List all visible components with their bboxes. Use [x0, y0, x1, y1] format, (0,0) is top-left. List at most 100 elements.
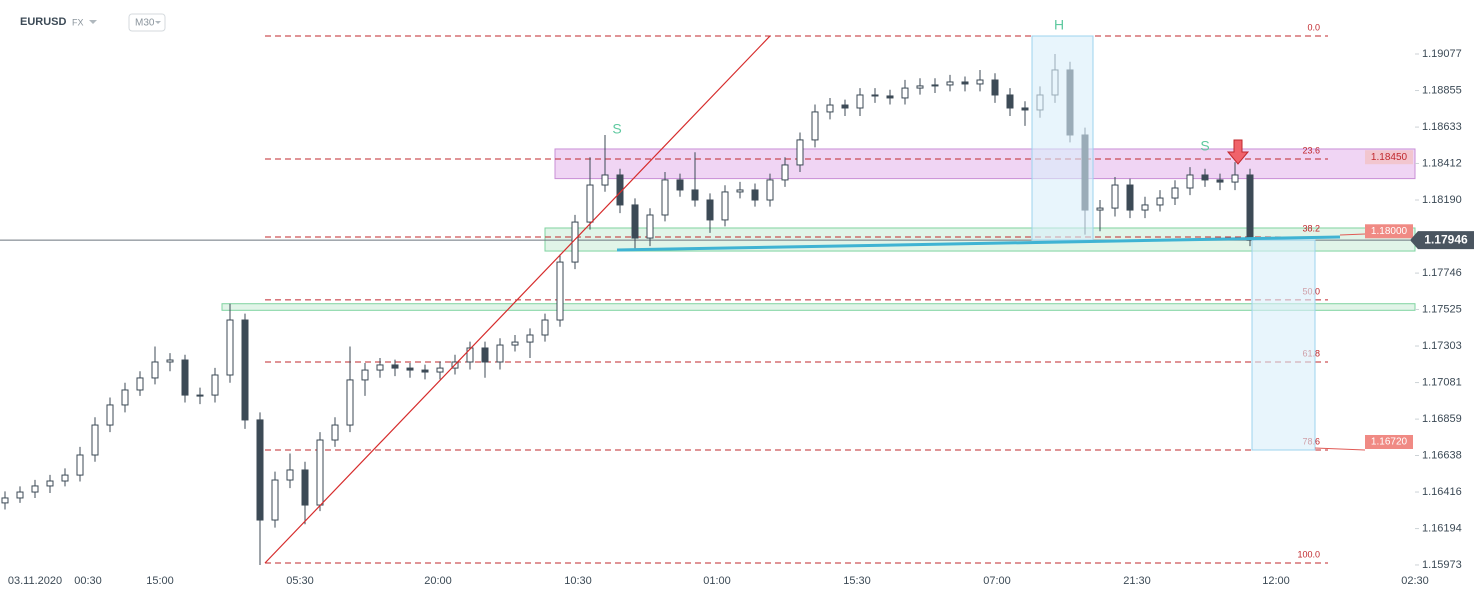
candle-body [721, 191, 729, 221]
price-tag-label: 1.18450 [1371, 152, 1408, 163]
interval: M30 [135, 18, 155, 29]
candle-body [421, 369, 429, 373]
symbol: EURUSD [20, 16, 67, 28]
candle-body [811, 111, 819, 141]
candle-body [151, 361, 159, 379]
fib-label: 38.2 [1302, 223, 1320, 233]
current-price-tag [1410, 231, 1474, 250]
y-tick-label: 1.19077 [1422, 48, 1462, 60]
candle-body [166, 359, 174, 363]
candle-body [391, 364, 399, 369]
candle-body [466, 347, 474, 363]
price-tag-label: 1.16720 [1371, 437, 1408, 448]
x-tick-label: 12:00 [1262, 575, 1290, 587]
candle-body [46, 480, 54, 487]
y-tick-label: 1.16859 [1422, 413, 1462, 425]
candle-body [706, 199, 714, 221]
candle-body [526, 334, 534, 343]
measure-box [1251, 239, 1316, 451]
candle-body [271, 479, 279, 521]
candle-body [346, 379, 354, 426]
candle-body [481, 347, 489, 363]
candle-body [196, 394, 204, 397]
candle-body [1171, 187, 1179, 199]
tag-connector [1339, 233, 1366, 236]
candle-body [856, 94, 864, 109]
plot: 1.19077 1.18855 1.18633 1.18412 1.18190 1.177… [0, 22, 1474, 587]
candle-body [1021, 107, 1029, 111]
candle-body [316, 439, 324, 506]
sell-arrow [1226, 139, 1250, 165]
zone [221, 303, 1416, 311]
price-tag [1365, 150, 1413, 165]
shoulder-label: S [1200, 138, 1209, 154]
candle-body [256, 419, 264, 521]
candle-body [1186, 174, 1194, 189]
head-label: H [1054, 17, 1064, 33]
measure-box [1031, 35, 1094, 241]
candle-body [1231, 174, 1239, 183]
dropdown-icon[interactable] [89, 20, 97, 24]
candle-body [1216, 179, 1224, 183]
candle-body [736, 189, 744, 193]
candle-body [136, 377, 144, 391]
candle-body [946, 81, 954, 86]
candle-body [61, 474, 69, 482]
y-tick-label: 1.18855 [1422, 84, 1462, 96]
candle-body [916, 85, 924, 89]
candle-body [106, 404, 114, 426]
candle-body [406, 367, 414, 371]
candle-body [676, 179, 684, 191]
candle-body [976, 79, 984, 85]
x-tick-label: 15:30 [843, 575, 871, 587]
x-tick-label: 02:30 [1401, 575, 1429, 587]
fib-label: 23.6 [1302, 145, 1320, 155]
candle-body [301, 469, 309, 506]
candle-body [691, 189, 699, 201]
candle-body [286, 469, 294, 481]
y-tick-label: 1.18412 [1422, 157, 1462, 169]
x-tick-label: 15:00 [146, 575, 174, 587]
candle-body [901, 87, 909, 99]
fib-label: 0.0 [1307, 22, 1320, 32]
y-tick-label: 1.16194 [1422, 522, 1462, 534]
candle-body [511, 341, 519, 346]
candle-body [1141, 204, 1149, 211]
y-tick-label: 1.15973 [1422, 559, 1462, 571]
candle-body [1111, 184, 1119, 209]
candle-body [646, 214, 654, 239]
candle-body [826, 104, 834, 113]
y-tick-label: 1.16416 [1422, 486, 1462, 498]
y-tick-label: 1.18190 [1422, 194, 1462, 206]
candle-body [991, 79, 999, 96]
candle-body [376, 364, 384, 371]
candle-body [1201, 174, 1209, 181]
candle-body [331, 424, 339, 441]
price-tag-label: 1.18000 [1371, 226, 1408, 237]
candle-body [76, 454, 84, 476]
neckline [616, 235, 1341, 252]
y-tick-label: 1.16638 [1422, 449, 1462, 461]
price-tag [1365, 434, 1413, 449]
y-tick-label: 1.17746 [1422, 267, 1462, 279]
candle-body [1246, 174, 1254, 241]
shoulder-label: S [612, 121, 621, 137]
candle-body [1156, 197, 1164, 206]
x-tick-label: 21:30 [1123, 575, 1151, 587]
fib-trend-line [264, 35, 771, 564]
candle-body [961, 81, 969, 85]
current-price-label: 1.17946 [1424, 232, 1468, 246]
candle-body [781, 164, 789, 181]
candle-body [31, 485, 39, 493]
candle-body [766, 179, 774, 201]
candle-body [796, 139, 804, 166]
interval-button[interactable] [128, 13, 166, 32]
x-tick-label: 20:00 [424, 575, 452, 587]
candle-body [556, 261, 564, 321]
y-tick-label: 1.18633 [1422, 121, 1462, 133]
candle-body [226, 319, 234, 376]
candle-body [241, 319, 249, 421]
x-tick-label: 05:30 [286, 575, 314, 587]
candle-body [361, 369, 369, 381]
